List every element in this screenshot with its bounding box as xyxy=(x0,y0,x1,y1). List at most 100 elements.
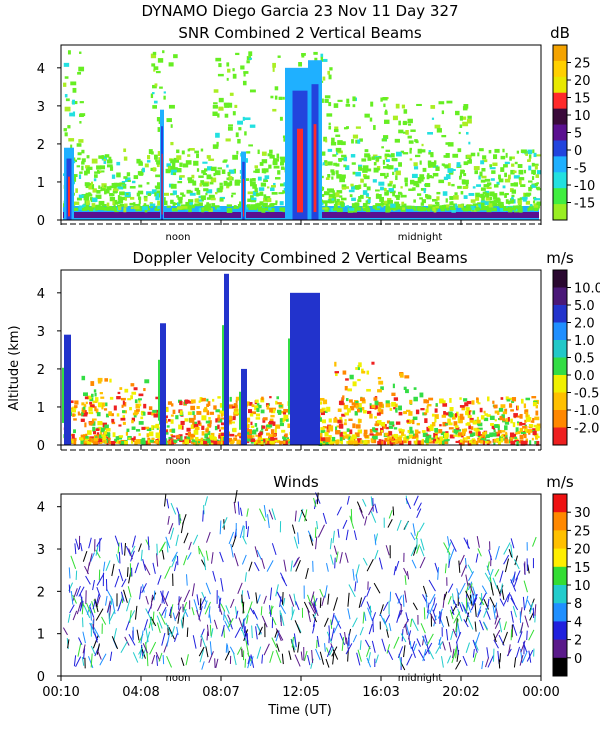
doppler-cell xyxy=(118,440,121,444)
snr-cell xyxy=(320,56,323,62)
doppler-cell xyxy=(397,437,402,442)
snr-cell xyxy=(92,184,95,189)
wind-barb xyxy=(196,594,200,606)
snr-cell xyxy=(152,167,156,172)
snr-cell xyxy=(467,159,472,164)
doppler-cell xyxy=(196,405,200,409)
snr-cell xyxy=(328,74,332,80)
doppler-cell xyxy=(287,423,291,428)
wind-barb xyxy=(156,553,159,567)
doppler-cell xyxy=(392,424,395,427)
wind-barb xyxy=(358,597,363,608)
doppler-cell xyxy=(435,435,439,441)
snr-cell xyxy=(401,194,407,198)
snr-cell xyxy=(326,113,333,117)
wind-barb xyxy=(400,661,406,671)
snr-cell xyxy=(369,117,373,122)
doppler-cell xyxy=(155,432,161,436)
wind-barb xyxy=(312,613,318,623)
snr-cell xyxy=(273,158,280,162)
wind-barb xyxy=(455,619,459,633)
snr-cell xyxy=(395,175,398,181)
snr-cell xyxy=(470,199,476,203)
doppler-colorbar: 10.05.02.01.00.50.0-0.5-1.0-2.0 xyxy=(552,269,600,446)
wind-barb xyxy=(92,600,96,610)
snr-cell xyxy=(495,203,498,206)
doppler-cell xyxy=(509,432,515,438)
wind-barb xyxy=(515,646,521,658)
doppler-cell xyxy=(214,425,218,431)
snr-cell xyxy=(375,194,382,199)
snr-cell xyxy=(273,182,276,187)
wind-barb xyxy=(219,551,224,563)
snr-cell xyxy=(420,206,427,212)
wind-barb xyxy=(171,551,178,562)
wind-barb xyxy=(324,585,328,598)
wind-barb xyxy=(179,514,181,524)
wind-barb xyxy=(487,561,490,571)
wind-barb xyxy=(359,626,364,636)
doppler-cell xyxy=(84,440,89,443)
doppler-cell xyxy=(319,397,325,401)
doppler-cell xyxy=(374,400,379,406)
snr-cell xyxy=(459,124,463,128)
doppler-cell xyxy=(99,434,103,439)
doppler-cell xyxy=(484,431,487,435)
snr-cell xyxy=(324,201,328,207)
wind-barb xyxy=(166,498,170,509)
snr-cell xyxy=(79,171,83,174)
doppler-cell xyxy=(480,440,484,444)
doppler-cell xyxy=(201,415,207,421)
wind-barb xyxy=(125,545,131,556)
colorbar-swatch xyxy=(553,108,567,126)
snr-cell xyxy=(199,183,202,187)
doppler-cell xyxy=(138,421,144,425)
wind-barb xyxy=(239,507,243,517)
wind-barb xyxy=(312,594,317,606)
snr-cell xyxy=(482,207,489,210)
wind-barb xyxy=(148,617,153,629)
snr-cell xyxy=(403,109,408,114)
snr-cell xyxy=(210,197,216,201)
snr-cell xyxy=(177,202,181,207)
snr-cell xyxy=(336,149,341,152)
wind-barb xyxy=(90,552,95,562)
doppler-cell xyxy=(126,428,130,433)
wind-barb xyxy=(460,564,467,577)
doppler-cell xyxy=(328,435,332,439)
wind-barb xyxy=(225,605,230,614)
snr-cell xyxy=(325,177,330,180)
colorbar-swatch xyxy=(553,340,567,358)
wind-barb xyxy=(510,579,517,592)
snr-cell xyxy=(279,156,286,160)
wind-barb xyxy=(241,554,247,565)
doppler-cell xyxy=(101,404,104,410)
snr-cell xyxy=(261,151,267,156)
doppler-cell xyxy=(428,438,432,442)
wind-barb xyxy=(156,622,161,634)
doppler-cell xyxy=(94,397,99,402)
doppler-cell xyxy=(173,440,178,443)
wind-barb xyxy=(362,611,365,624)
wind-barb xyxy=(139,586,142,600)
snr-cell xyxy=(269,154,275,159)
snr-cell xyxy=(381,187,386,191)
doppler-cell xyxy=(324,431,329,437)
snr-cell xyxy=(248,57,253,60)
snr-cell xyxy=(436,196,440,201)
wind-barb xyxy=(529,602,534,614)
wind-barb xyxy=(397,646,404,659)
snr-cell xyxy=(186,189,191,194)
doppler-cell xyxy=(393,407,396,410)
snr-cell xyxy=(341,174,346,179)
doppler-cell xyxy=(386,437,390,441)
snr-cell xyxy=(92,188,97,193)
snr-cell xyxy=(533,197,537,201)
wind-barb xyxy=(213,619,218,630)
snr-cell xyxy=(201,207,205,213)
snr-cell xyxy=(138,199,141,204)
doppler-cell xyxy=(425,408,429,413)
doppler-cell xyxy=(535,405,538,409)
doppler-cell xyxy=(488,440,492,444)
wind-barb xyxy=(149,641,157,655)
